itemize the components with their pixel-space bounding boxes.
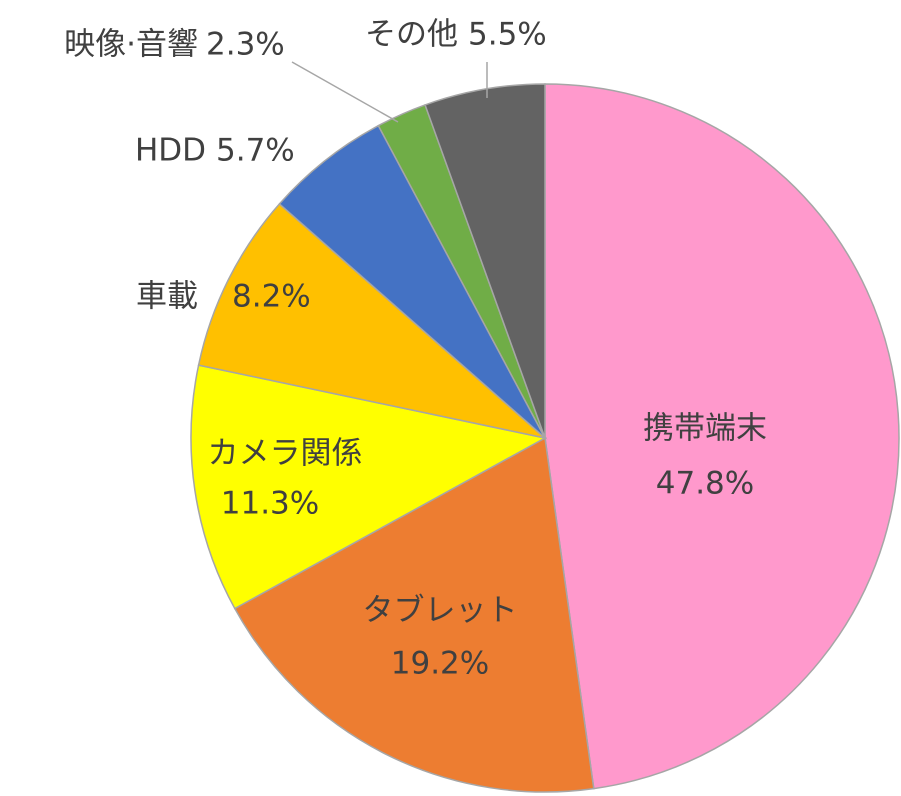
pie-slice bbox=[278, 124, 546, 439]
value-label: 5.7% bbox=[216, 133, 295, 169]
pie bbox=[190, 83, 900, 793]
pie-slice bbox=[190, 364, 548, 610]
category-label: カメラ関係 bbox=[208, 436, 363, 472]
value-label: 47.8% bbox=[656, 466, 754, 502]
category-label: タブレット bbox=[363, 593, 518, 629]
value-label: 19.2% bbox=[391, 646, 489, 682]
category-label: HDD bbox=[135, 133, 206, 169]
value-label: 5.5% bbox=[468, 17, 547, 53]
value-label: 11.3% bbox=[221, 486, 319, 522]
value-label: 8.2% bbox=[232, 279, 311, 315]
pie-slice bbox=[197, 202, 548, 440]
pie-slice bbox=[424, 83, 546, 439]
category-label: 映像·音響 bbox=[64, 27, 198, 63]
value-label: 2.3% bbox=[206, 27, 285, 63]
category-label: 携帯端末 bbox=[643, 411, 767, 447]
leader-line bbox=[291, 61, 399, 123]
category-label: その他 bbox=[365, 17, 458, 53]
pie-slice bbox=[233, 436, 595, 793]
pie-slice bbox=[544, 83, 900, 790]
category-label: 車載 bbox=[136, 279, 198, 315]
